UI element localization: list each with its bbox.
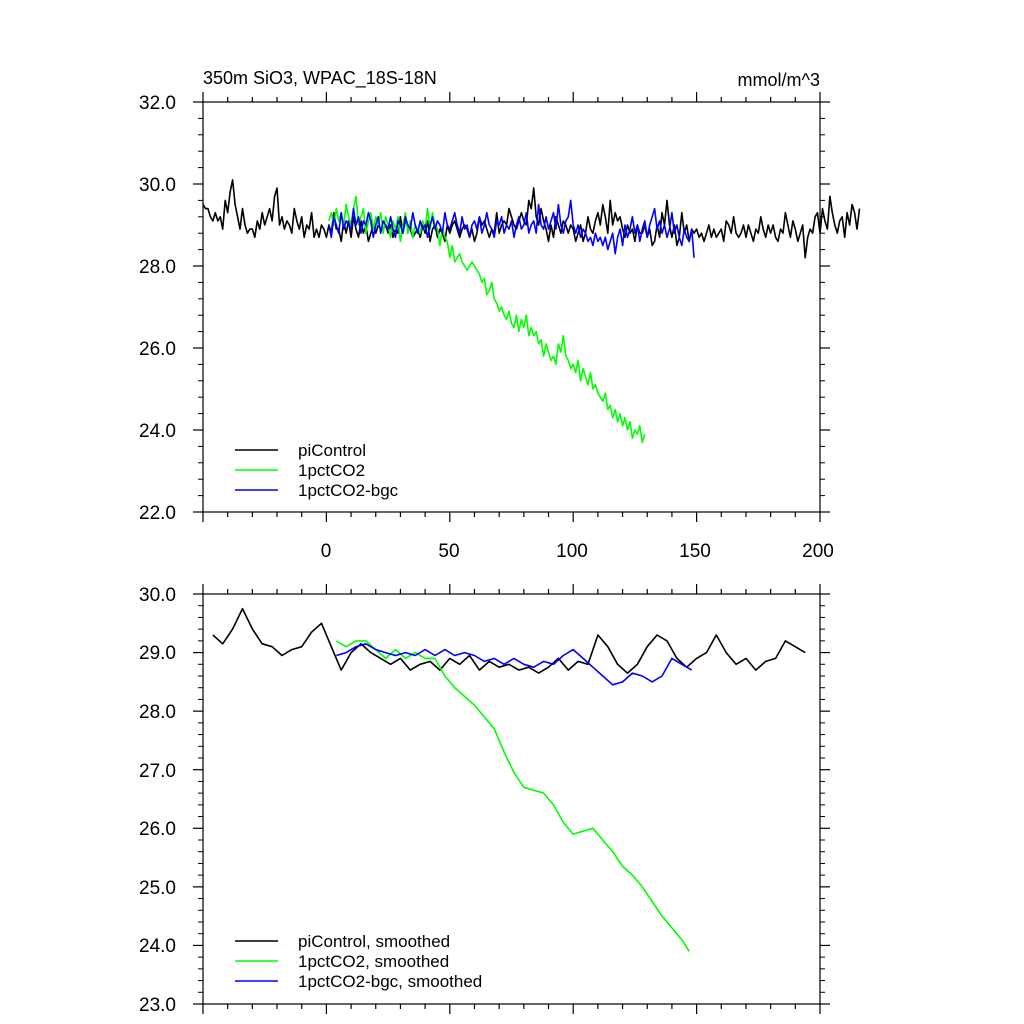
legend-label: piControl, smoothed bbox=[298, 932, 450, 951]
top-y-tick-label: 24.0 bbox=[139, 421, 176, 442]
bottom-panel: 23.0 24.0 25.0 26.0 27.0 28.0 29.0 30.0 … bbox=[139, 584, 830, 1016]
top-y-tick-label: 28.0 bbox=[139, 257, 176, 278]
bottom-y-tick-label: 27.0 bbox=[139, 761, 176, 782]
bottom-series-group bbox=[212, 607, 806, 952]
series-line-1pctco2-smoothed bbox=[335, 640, 690, 952]
series-line-picontrol-smoothed bbox=[212, 607, 806, 674]
x-tick-label: 100 bbox=[556, 541, 588, 562]
legend-label: 1pctCO2 bbox=[298, 461, 365, 480]
chart-title: 350m SiO3, WPAC_18S-18N bbox=[203, 68, 437, 89]
series-line-picontrol bbox=[202, 179, 861, 259]
top-axis-ticks bbox=[193, 92, 830, 522]
bottom-y-tick-label: 24.0 bbox=[139, 936, 176, 957]
bottom-plot-frame bbox=[202, 593, 821, 1005]
x-tick-label: 200 bbox=[802, 541, 834, 562]
bottom-axis-ticks bbox=[193, 584, 830, 1014]
bottom-y-tick-label: 25.0 bbox=[139, 878, 176, 899]
top-legend: piControl 1pctCO2 1pctCO2-bgc bbox=[235, 441, 399, 500]
bottom-y-tick-label: 23.0 bbox=[139, 995, 176, 1016]
x-tick-label: 0 bbox=[321, 541, 332, 562]
top-y-tick-label: 30.0 bbox=[139, 175, 176, 196]
bottom-y-tick-label: 28.0 bbox=[139, 702, 176, 723]
legend-label: 1pctCO2-bgc bbox=[298, 481, 399, 500]
top-y-tick-label: 32.0 bbox=[139, 93, 176, 114]
top-panel: 350m SiO3, WPAC_18S-18N mmol/m^3 22.0 24… bbox=[139, 68, 861, 562]
legend-label: 1pctCO2-bgc, smoothed bbox=[298, 972, 482, 991]
top-plot-frame bbox=[202, 101, 821, 513]
x-tick-label: 150 bbox=[679, 541, 711, 562]
units-label: mmol/m^3 bbox=[738, 70, 820, 90]
top-series-group bbox=[202, 179, 861, 444]
x-tick-label: 50 bbox=[438, 541, 459, 562]
top-y-tick-label: 22.0 bbox=[139, 503, 176, 524]
series-line-1pctco2-bgc-smoothed bbox=[336, 642, 693, 686]
series-line-1pctco2 bbox=[328, 195, 646, 444]
legend-label: 1pctCO2, smoothed bbox=[298, 952, 449, 971]
bottom-y-tick-label: 29.0 bbox=[139, 643, 176, 664]
bottom-legend: piControl, smoothed 1pctCO2, smoothed 1p… bbox=[235, 932, 482, 991]
bottom-y-tick-label: 30.0 bbox=[139, 585, 176, 606]
top-y-tick-label: 26.0 bbox=[139, 339, 176, 360]
bottom-y-tick-label: 26.0 bbox=[139, 819, 176, 840]
series-line-1pctco2-bgc bbox=[328, 199, 695, 258]
legend-label: piControl bbox=[298, 441, 366, 460]
